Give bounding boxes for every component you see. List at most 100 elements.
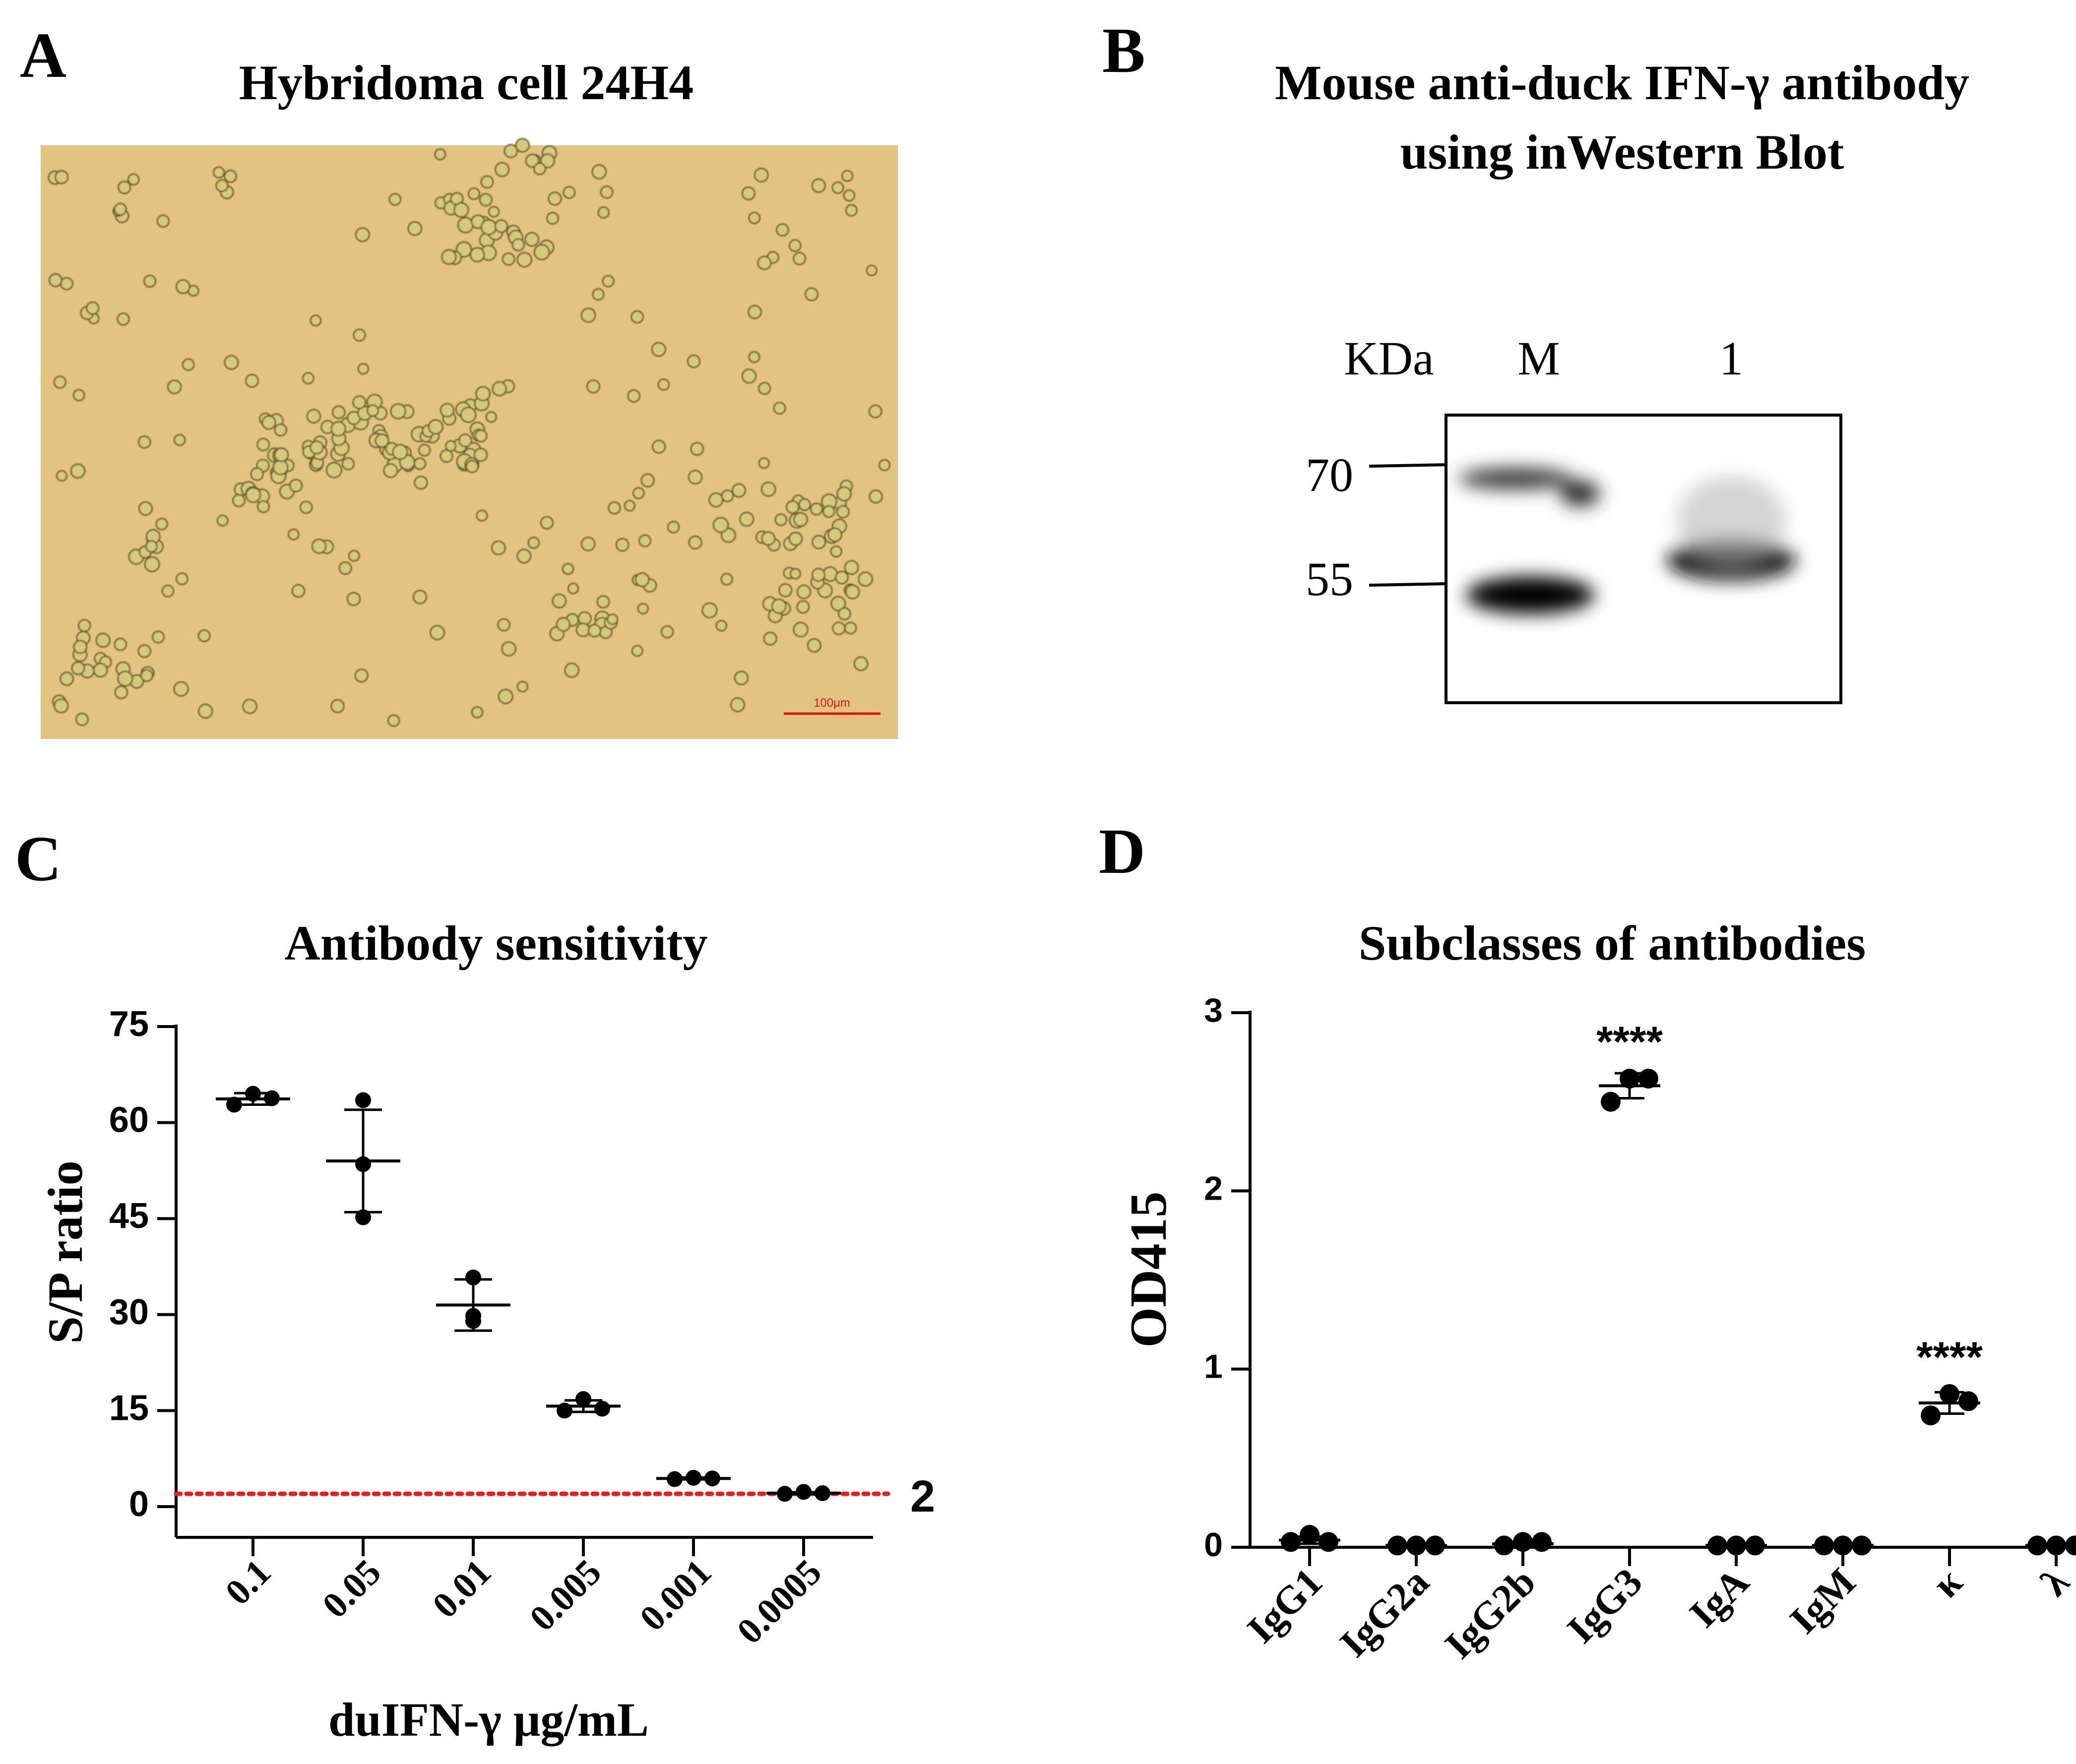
cell: [540, 153, 555, 169]
data-point: [1387, 1535, 1407, 1556]
cell: [868, 404, 882, 419]
cell: [811, 568, 826, 582]
cell: [492, 381, 507, 397]
data-point: [465, 1308, 481, 1324]
cell: [812, 535, 826, 549]
cell: [257, 500, 270, 513]
cell: [687, 354, 701, 368]
cell: [580, 537, 596, 551]
cell: [607, 613, 619, 625]
cell: [155, 518, 168, 531]
cell: [434, 148, 446, 161]
data-point: [2046, 1535, 2066, 1556]
cell: [473, 447, 488, 462]
cell: [310, 314, 322, 327]
band-marker-70: [1458, 468, 1573, 489]
cell: [95, 632, 111, 648]
cell: [741, 368, 757, 384]
x-tick-label: 0.0005: [729, 1552, 829, 1652]
x-tick-label: 0.01: [425, 1552, 499, 1626]
cell: [197, 629, 211, 642]
cell: [77, 619, 91, 632]
cell: [414, 476, 428, 490]
cell: [497, 618, 510, 632]
cell: [366, 404, 379, 417]
x-tick-label: IgG3: [1559, 1560, 1651, 1652]
cell: [117, 670, 133, 687]
cell: [430, 625, 445, 641]
lane-label-m: M: [1517, 332, 1560, 385]
cell: [48, 273, 63, 287]
cell: [632, 487, 645, 499]
cell: [748, 351, 760, 363]
cell: [575, 622, 590, 637]
marker-label-70: 70: [1306, 448, 1353, 501]
panel-b: B Mouse anti-duck IFN-γ antibody using i…: [1102, 15, 1969, 704]
cell: [843, 189, 856, 202]
cell: [114, 202, 127, 216]
cell: [117, 312, 130, 326]
cell: [830, 596, 846, 611]
panel-c-letter: C: [15, 823, 62, 895]
cell: [773, 402, 786, 415]
data-point: [1425, 1535, 1445, 1556]
cell: [652, 439, 666, 454]
cell: [173, 681, 189, 697]
cell: [720, 573, 733, 586]
cell: [586, 379, 601, 394]
cell: [580, 307, 596, 323]
cell: [145, 540, 158, 553]
cell: [546, 212, 559, 225]
cell: [161, 585, 175, 598]
panel-d-title: Subclasses of antibodies: [1359, 915, 1866, 971]
cell: [712, 517, 729, 533]
cell: [118, 181, 131, 194]
data-point: [1707, 1535, 1727, 1556]
cell: [552, 594, 567, 608]
cell: [827, 527, 842, 543]
cell: [796, 584, 812, 600]
data-point: [1921, 1405, 1941, 1426]
cell: [597, 206, 610, 219]
x-tick-label: λ: [2033, 1560, 2076, 1605]
cell: [176, 279, 190, 294]
cell: [754, 168, 769, 182]
panel-d-letter: D: [1099, 816, 1145, 887]
x-tick-label: IgG2b: [1437, 1560, 1544, 1667]
x-tick-label: 0.05: [315, 1552, 389, 1626]
cell: [250, 467, 264, 481]
data-point: [1940, 1384, 1959, 1404]
y-tick-label: 3: [1204, 991, 1223, 1029]
cell: [224, 355, 239, 370]
cell: [143, 275, 156, 288]
cell: [845, 204, 858, 217]
cell: [428, 419, 443, 435]
band-marker-55: [1466, 576, 1595, 614]
cell: [533, 162, 546, 176]
panel-c-plot: 0 15 30 45 60 75 0.1 0.05 0.01 0.005 0.001 0.0005 2: [109, 1004, 935, 1652]
cell: [465, 460, 479, 473]
cell: [524, 232, 540, 247]
marker-label-55: 55: [1306, 552, 1353, 606]
data-point: [355, 1156, 371, 1172]
cell: [841, 170, 854, 182]
data-point: [686, 1469, 701, 1486]
data-point: [1513, 1532, 1533, 1552]
x-tick-label: IgM: [1782, 1560, 1864, 1642]
cell: [830, 545, 842, 558]
cell: [73, 640, 88, 654]
cell: [761, 531, 776, 546]
data-point: [1300, 1524, 1320, 1545]
cell: [353, 328, 366, 342]
band-sample-smear: [1677, 476, 1786, 565]
cell: [479, 193, 493, 207]
cell: [272, 459, 289, 476]
cell: [732, 483, 746, 498]
cell: [476, 509, 488, 522]
cell: [388, 193, 402, 206]
data-point: [226, 1096, 242, 1113]
cell: [869, 489, 883, 504]
panel-c-ylabel: S/P ratio: [38, 1160, 93, 1343]
cell: [657, 378, 670, 391]
cell: [182, 358, 195, 371]
